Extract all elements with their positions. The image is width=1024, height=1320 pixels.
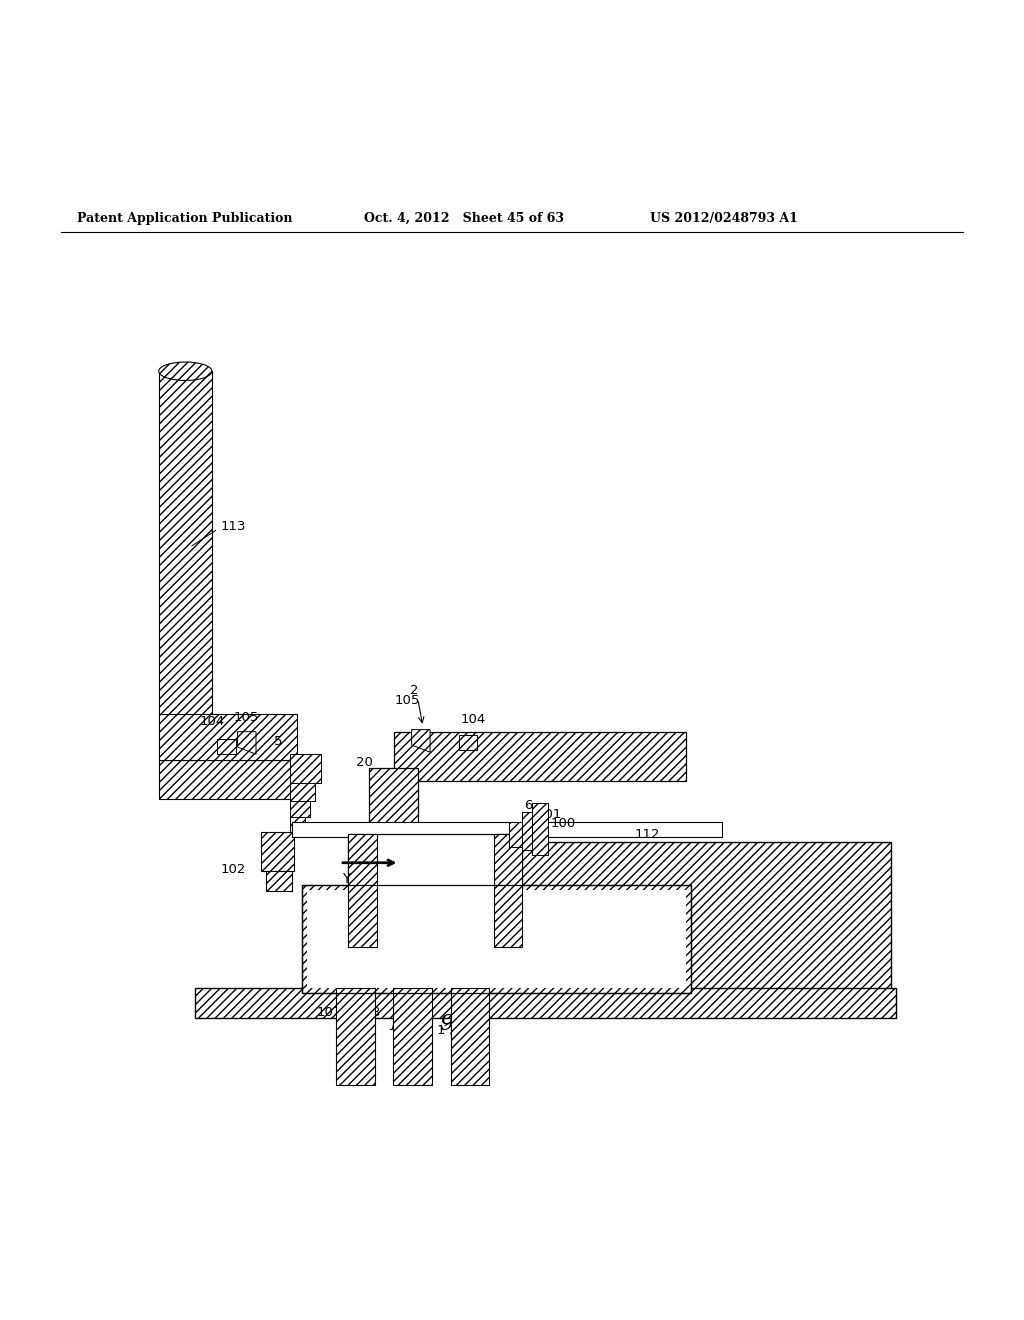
Text: 20: 20 (356, 756, 373, 768)
Text: 5: 5 (274, 735, 283, 748)
Bar (261, 832, 294, 871)
Bar (302, 886, 691, 993)
Bar (393, 987, 432, 1085)
Bar (217, 739, 236, 754)
Bar (159, 760, 297, 800)
Text: 2: 2 (411, 684, 419, 697)
Bar (266, 871, 292, 891)
Bar (292, 822, 722, 837)
Bar (290, 817, 305, 832)
Text: US 2012/0248793 A1: US 2012/0248793 A1 (650, 213, 798, 226)
Text: 105: 105 (394, 694, 420, 708)
Text: Fig. 9j: Fig. 9j (389, 1012, 461, 1035)
Text: 106: 106 (410, 1002, 435, 1015)
Text: 112: 112 (635, 828, 660, 841)
Text: 113: 113 (220, 520, 246, 533)
Bar (394, 731, 686, 781)
Ellipse shape (159, 362, 212, 380)
Bar (290, 754, 321, 783)
Bar (195, 987, 896, 1019)
Bar (494, 834, 522, 946)
Bar (509, 822, 538, 847)
Bar (451, 987, 489, 1085)
Text: 100: 100 (551, 817, 577, 830)
Bar (336, 987, 375, 1085)
Text: 104: 104 (461, 713, 486, 726)
Text: Oct. 4, 2012   Sheet 45 of 63: Oct. 4, 2012 Sheet 45 of 63 (364, 213, 563, 226)
Bar (522, 812, 543, 850)
Polygon shape (412, 730, 430, 752)
Bar (307, 891, 686, 987)
Polygon shape (238, 731, 256, 754)
Bar (532, 804, 548, 854)
Bar (348, 834, 377, 946)
Bar (492, 842, 891, 994)
Text: 108: 108 (356, 1006, 381, 1019)
Bar (290, 801, 310, 817)
Bar (459, 735, 477, 750)
Text: 104: 104 (200, 715, 225, 727)
Text: Y: Y (342, 873, 350, 886)
Text: Patent Application Publication: Patent Application Publication (77, 213, 292, 226)
Text: 102: 102 (220, 863, 246, 876)
Text: 1: 1 (436, 1024, 444, 1038)
Bar (348, 834, 522, 946)
Text: 105: 105 (233, 711, 259, 723)
Text: 6: 6 (524, 799, 532, 812)
Text: 107: 107 (317, 1006, 342, 1019)
Bar (302, 886, 691, 993)
Bar (290, 783, 315, 801)
Bar (159, 714, 297, 760)
Bar (369, 767, 418, 824)
Bar (159, 371, 212, 760)
Text: 101: 101 (537, 808, 562, 821)
